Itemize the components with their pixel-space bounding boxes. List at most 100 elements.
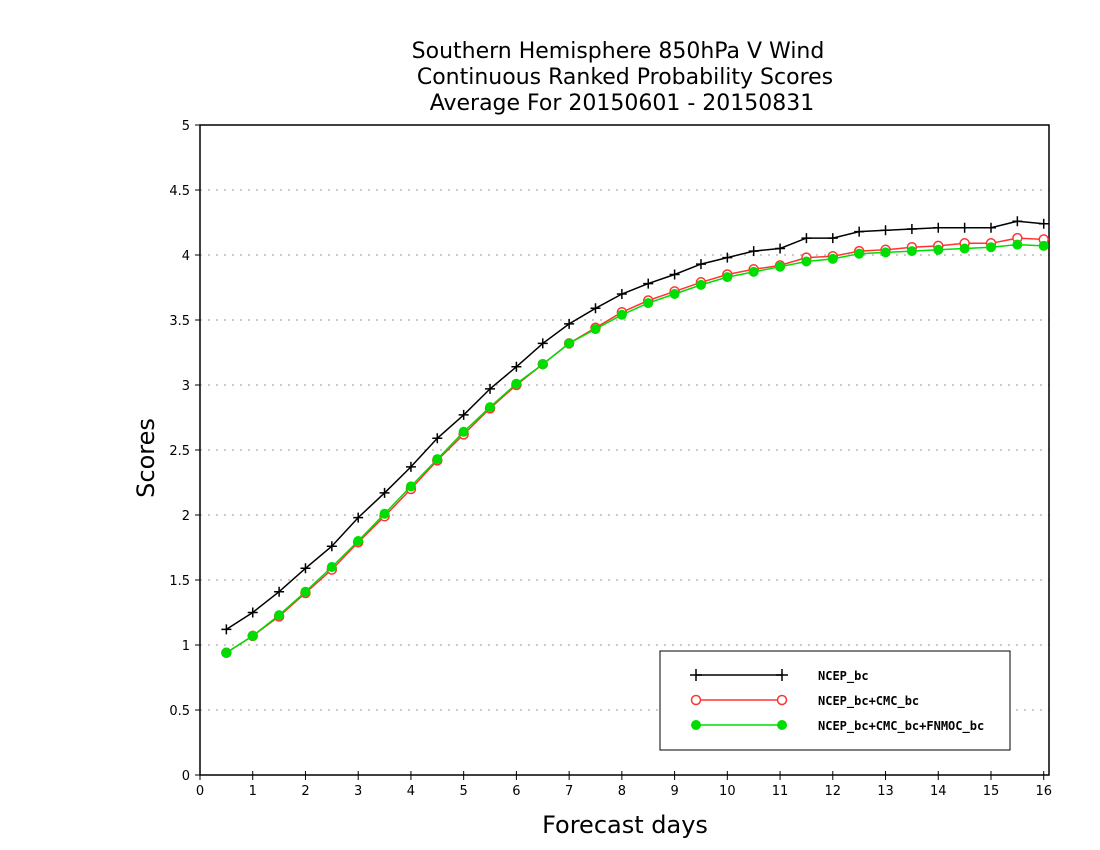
data-point xyxy=(616,309,627,320)
data-point xyxy=(985,242,996,253)
data-point xyxy=(300,586,311,597)
data-point xyxy=(801,256,812,267)
series-line xyxy=(225,237,1044,654)
data-point xyxy=(221,647,232,658)
data-point xyxy=(590,324,601,335)
data-point xyxy=(854,248,865,259)
chart-title: Southern Hemisphere 850hPa V Wind Contin… xyxy=(412,39,834,116)
x-tick-label: 6 xyxy=(512,784,520,799)
data-point xyxy=(616,289,627,299)
x-tick-label: 14 xyxy=(930,784,947,799)
data-point xyxy=(775,243,786,254)
data-point xyxy=(590,303,601,314)
title-line-2: Continuous Ranked Probability Scores xyxy=(417,65,833,90)
data-point xyxy=(880,225,891,236)
data-point xyxy=(775,261,786,272)
y-tick-label: 2 xyxy=(182,509,190,524)
data-point xyxy=(669,289,680,299)
series-line xyxy=(225,220,1044,631)
data-point xyxy=(695,259,706,270)
data-point xyxy=(906,246,917,257)
y-tick-label: 1 xyxy=(182,639,190,654)
data-point xyxy=(485,402,496,413)
data-point xyxy=(379,487,390,498)
data-point xyxy=(379,508,390,519)
x-tick-label: 4 xyxy=(407,784,415,799)
legend-label-ncep-cmc: NCEP_bc+CMC_bc xyxy=(818,694,919,709)
data-point xyxy=(564,318,575,329)
x-tick-label: 3 xyxy=(354,784,362,799)
data-point xyxy=(748,266,759,277)
data-point xyxy=(564,338,575,349)
series-lines xyxy=(221,216,1049,659)
data-point xyxy=(300,563,311,574)
data-point xyxy=(247,607,258,618)
data-point xyxy=(1038,218,1049,229)
y-axis-label: Scores xyxy=(132,418,160,498)
data-point xyxy=(906,224,917,234)
gridlines xyxy=(200,189,1049,711)
x-tick-label: 9 xyxy=(670,784,678,799)
data-point xyxy=(274,586,285,597)
data-point xyxy=(695,279,706,290)
data-point xyxy=(669,269,680,280)
data-point xyxy=(827,233,838,244)
x-tick-label: 8 xyxy=(618,784,626,799)
data-point xyxy=(458,426,469,437)
data-point xyxy=(854,226,865,237)
x-tick-label: 2 xyxy=(301,784,309,799)
title-line-3: Average For 20150601 - 20150831 xyxy=(430,91,815,116)
legend: NCEP_bc NCEP_bc+CMC_bc NCEP_bc+CMC_bc+FN… xyxy=(659,650,1011,751)
data-point xyxy=(537,359,548,370)
data-point xyxy=(326,541,337,552)
data-point xyxy=(485,383,496,394)
data-point xyxy=(432,454,443,465)
legend-marker-ncep-cmc-fnmoc-icon xyxy=(777,720,787,730)
data-point xyxy=(511,378,522,389)
data-point xyxy=(353,536,364,546)
legend-marker-ncep-cmc-icon xyxy=(776,694,788,706)
axis-ticks: 00.511.522.533.544.550 1 2 3 4 5 6 7 8 9 10 11 12 13 1… xyxy=(169,119,1052,799)
series-NCEP_bc+CMC_bc+FNMOC_bc xyxy=(221,239,1049,658)
y-tick-label: 3 xyxy=(182,379,190,394)
x-tick-label: 12 xyxy=(825,784,842,799)
legend-marker-ncep-cmc-icon xyxy=(690,694,702,706)
series-NCEP_bc+CMC_bc xyxy=(221,232,1049,659)
y-tick-label: 4 xyxy=(182,249,190,264)
title-line-1: Southern Hemisphere 850hPa V Wind xyxy=(412,39,825,64)
data-point xyxy=(933,244,944,255)
x-tick-label: 7 xyxy=(565,784,573,799)
data-point xyxy=(537,338,548,349)
data-point xyxy=(326,562,337,572)
data-point xyxy=(511,361,522,372)
legend-marker-ncep-icon xyxy=(690,669,788,681)
x-tick-label: 11 xyxy=(772,784,789,799)
data-point xyxy=(959,222,970,233)
legend-marker-ncep-cmc-fnmoc-icon xyxy=(691,720,701,730)
x-tick-label: 1 xyxy=(249,784,257,799)
x-axis-label: Forecast days xyxy=(542,811,708,839)
data-point xyxy=(880,247,891,258)
y-tick-label: 1.5 xyxy=(169,574,190,589)
data-point xyxy=(353,512,364,523)
data-point xyxy=(722,252,733,263)
data-point xyxy=(458,409,469,420)
data-point xyxy=(827,253,838,264)
data-point xyxy=(1012,216,1023,227)
data-point xyxy=(748,246,759,257)
series-NCEP_bc xyxy=(221,216,1049,635)
data-point xyxy=(643,278,654,289)
data-point xyxy=(722,272,733,283)
x-tick-label: 15 xyxy=(983,784,1000,799)
x-tick-label: 5 xyxy=(460,784,468,799)
y-tick-label: 2.5 xyxy=(169,444,190,459)
legend-label-ncep-cmc-fnmoc: NCEP_bc+CMC_bc+FNMOC_bc xyxy=(818,719,984,734)
y-tick-label: 0.5 xyxy=(169,704,190,719)
y-tick-label: 0 xyxy=(182,769,190,784)
data-point xyxy=(801,233,812,244)
data-point xyxy=(959,243,970,254)
data-point xyxy=(221,624,232,635)
data-point xyxy=(432,433,443,444)
data-point xyxy=(933,222,944,233)
